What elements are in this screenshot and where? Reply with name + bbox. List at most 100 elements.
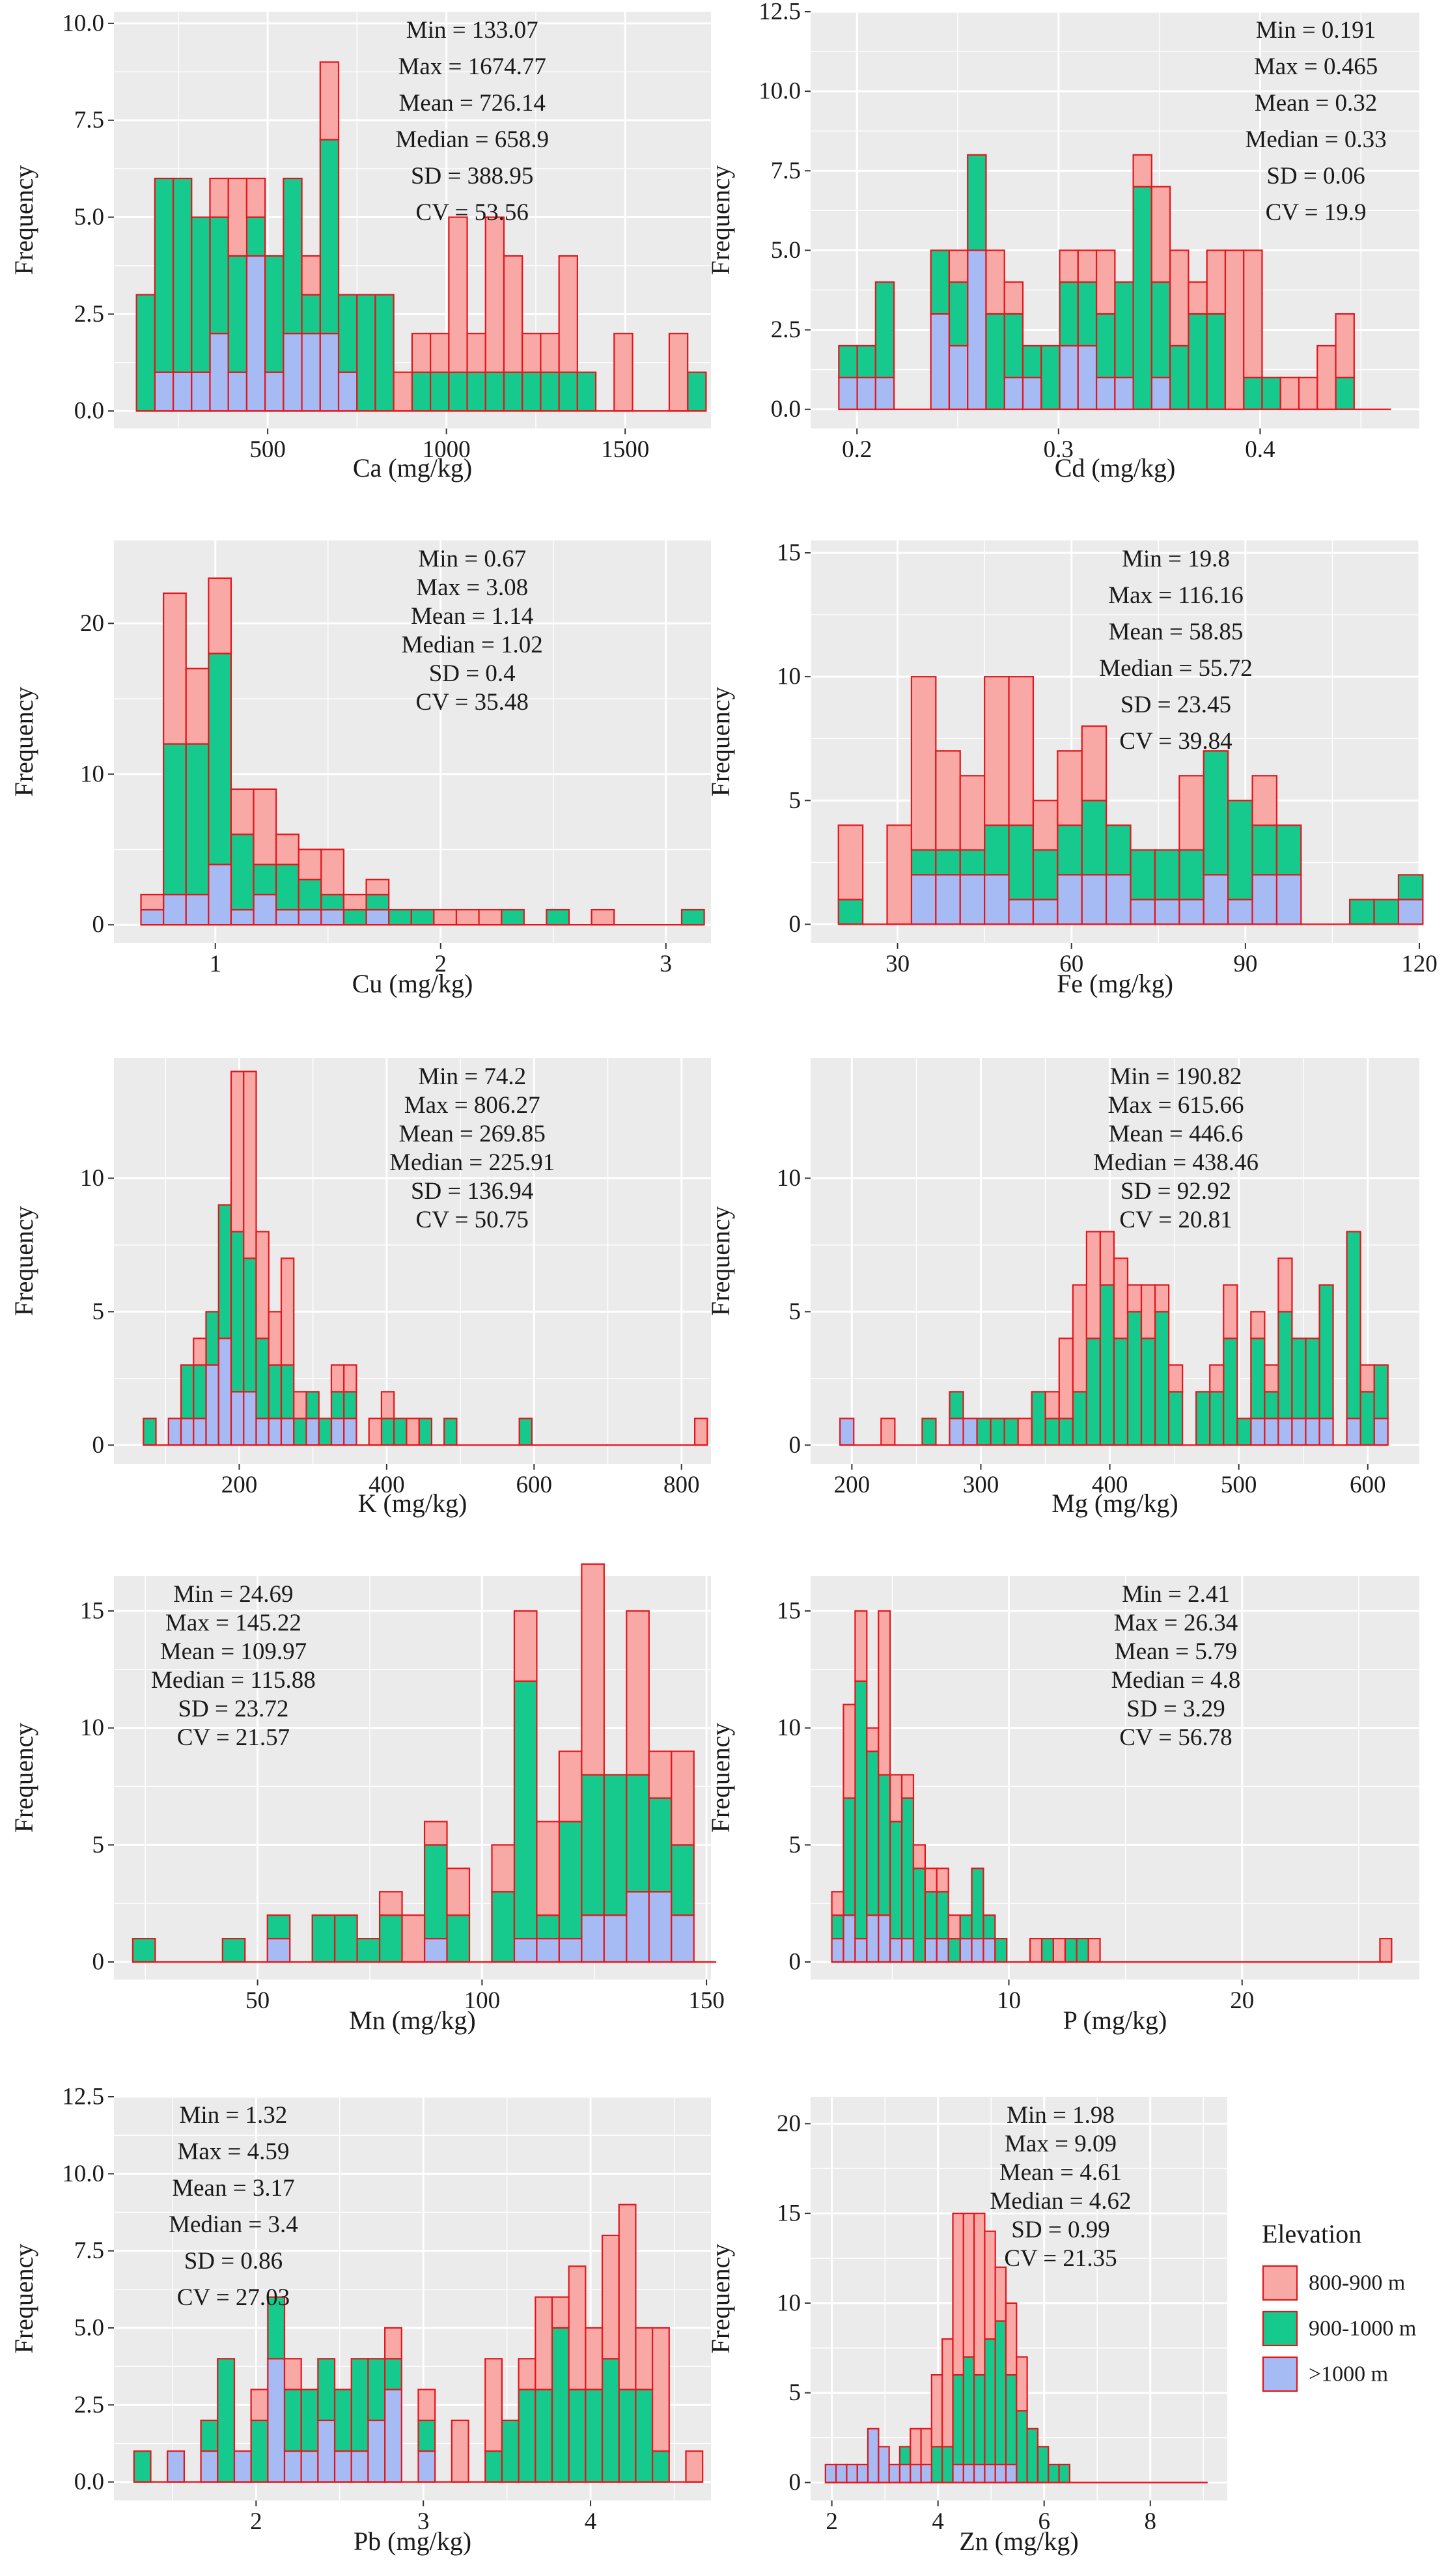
bar-zn-800-900-m (984, 2230, 996, 2340)
bar-zn-800-900-m (973, 2213, 986, 2376)
stat-annotation: Median = 0.33 (1245, 126, 1386, 153)
bar-k-1000-m (167, 1418, 182, 1446)
bar-zn-1000-m (824, 2463, 837, 2484)
bar-ca-900-1000-m (540, 371, 560, 412)
bar-mg-900-1000-m (990, 1418, 1005, 1446)
bar-cu-900-1000-m (253, 863, 277, 896)
bar-cd-900-1000-m (1077, 281, 1098, 347)
x-tick-label: 100 (464, 1987, 501, 2014)
x-tick-label: 150 (688, 1987, 725, 2014)
y-tick-label: 10 (777, 664, 801, 690)
bar-k-800-900-m (243, 1071, 257, 1259)
bar-cu-900-1000-m (185, 743, 210, 896)
bar-k-900-1000-m (443, 1418, 458, 1446)
bar-pb-900-1000-m (518, 2388, 536, 2483)
y-axis-title: Frequency (706, 2244, 735, 2354)
bar-ca-1000-m (172, 371, 193, 412)
x-tick-label: 800 (663, 1472, 700, 1498)
bar-fe-1000-m (1057, 874, 1083, 925)
bar-cd-900-1000-m (1003, 313, 1024, 378)
bar-ca-800-900-m (393, 371, 413, 412)
stat-annotation: Median = 658.9 (395, 126, 549, 153)
bar-cu-1000-m (140, 908, 165, 926)
y-axis-title: Frequency (9, 165, 38, 275)
bar-cu-800-900-m (230, 788, 255, 835)
bar-p-900-1000-m (959, 1914, 973, 1940)
stat-annotation: SD = 92.92 (1121, 1178, 1231, 1205)
bar-pb-1000-m (350, 2450, 369, 2483)
bar-mn-1000-m (581, 1914, 605, 1963)
bar-zn-1000-m (984, 2463, 996, 2484)
stat-annotation: SD = 0.99 (1011, 2217, 1109, 2243)
y-tick-label: 15 (80, 1597, 104, 1624)
bar-p-800-900-m (854, 1610, 868, 1682)
bar-fe-1000-m (984, 874, 1010, 925)
bar-cd-1000-m (930, 313, 951, 410)
bar-k-900-1000-m (418, 1418, 433, 1446)
x-axis-title: Cd (mg/kg) (1055, 453, 1176, 483)
bar-cu-1000-m (185, 893, 210, 926)
bar-mg-1000-m (1346, 1418, 1361, 1446)
bar-cu-900-1000-m (546, 908, 570, 926)
bar-zn-900-1000-m (984, 2338, 996, 2465)
bar-cu-900-1000-m (208, 652, 232, 865)
bar-k-900-1000-m (217, 1204, 232, 1339)
bar-ca-800-900-m (503, 255, 523, 373)
bar-mg-800-900-m (1072, 1284, 1087, 1393)
x-axis-title: K (mg/kg) (358, 1489, 467, 1518)
bar-mg-800-900-m (1250, 1311, 1266, 1339)
bar-cd-800-900-m (1335, 313, 1355, 378)
bar-ca-800-900-m (448, 216, 468, 373)
bar-ca-800-900-m (319, 61, 340, 141)
bar-p-900-1000-m (936, 1891, 949, 1940)
histogram-cu: 0 10 20 1 2 3 Cu (mg/kg) Frequency Min = 0.67Max… (9, 540, 711, 998)
bar-ca-1000-m (245, 255, 266, 412)
bar-k-800-900-m (693, 1418, 708, 1446)
bar-ca-900-1000-m (484, 371, 505, 412)
x-tick-label: 2 (435, 951, 447, 977)
bar-mn-800-900-m (491, 1844, 516, 1893)
bar-pb-1000-m (233, 2450, 252, 2483)
bar-cd-900-1000-m (1206, 313, 1227, 410)
bar-k-900-1000-m (393, 1418, 408, 1446)
bar-k-900-1000-m (180, 1364, 195, 1420)
bar-mg-900-1000-m (1346, 1231, 1361, 1420)
bar-pb-800-900-m (651, 2327, 670, 2452)
bar-mg-900-1000-m (949, 1391, 964, 1420)
bar-p-1000-m (878, 1914, 891, 1963)
bar-zn-800-900-m (962, 2213, 975, 2358)
bar-cu-800-900-m (298, 848, 322, 880)
bar-k-900-1000-m (318, 1418, 333, 1446)
bar-p-1000-m (842, 1914, 856, 1963)
bar-ca-800-900-m (301, 255, 321, 296)
bar-k-900-1000-m (230, 1231, 245, 1393)
bar-k-800-900-m (406, 1418, 420, 1446)
bar-cd-900-1000-m (967, 154, 987, 251)
stat-annotation: Mean = 3.17 (172, 2175, 294, 2202)
bar-cd-900-1000-m (1261, 376, 1281, 410)
bar-fe-800-900-m (837, 824, 864, 901)
y-tick-label: 12.5 (759, 0, 801, 25)
bar-cd-800-900-m (1279, 376, 1300, 410)
bar-cd-1000-m (1003, 376, 1024, 410)
bar-mn-900-1000-m (356, 1938, 381, 1963)
bar-pb-900-1000-m (551, 2327, 570, 2483)
y-tick-label: 7.5 (771, 158, 801, 184)
bar-zn-900-1000-m (898, 2446, 912, 2465)
bar-p-800-900-m (947, 1914, 961, 1940)
stat-annotation: Mean = 109.97 (160, 1638, 307, 1665)
bar-ca-900-1000-m (227, 255, 248, 373)
bar-fe-800-900-m (1178, 775, 1204, 851)
bar-fe-1000-m (1203, 874, 1229, 925)
bar-zn-1000-m (867, 2428, 880, 2484)
bar-ca-1000-m (227, 371, 248, 412)
bar-fe-900-1000-m (1251, 824, 1278, 876)
x-axis-title: Cu (mg/kg) (352, 969, 473, 998)
bar-mg-1000-m (1250, 1418, 1266, 1446)
bar-fe-900-1000-m (910, 849, 937, 876)
bar-cd-800-900-m (1243, 249, 1263, 378)
bar-p-1000-m (936, 1938, 949, 1963)
x-tick-label: 300 (963, 1472, 999, 1498)
bar-pb-1000-m (367, 2419, 386, 2483)
bar-mg-1000-m (962, 1418, 978, 1446)
